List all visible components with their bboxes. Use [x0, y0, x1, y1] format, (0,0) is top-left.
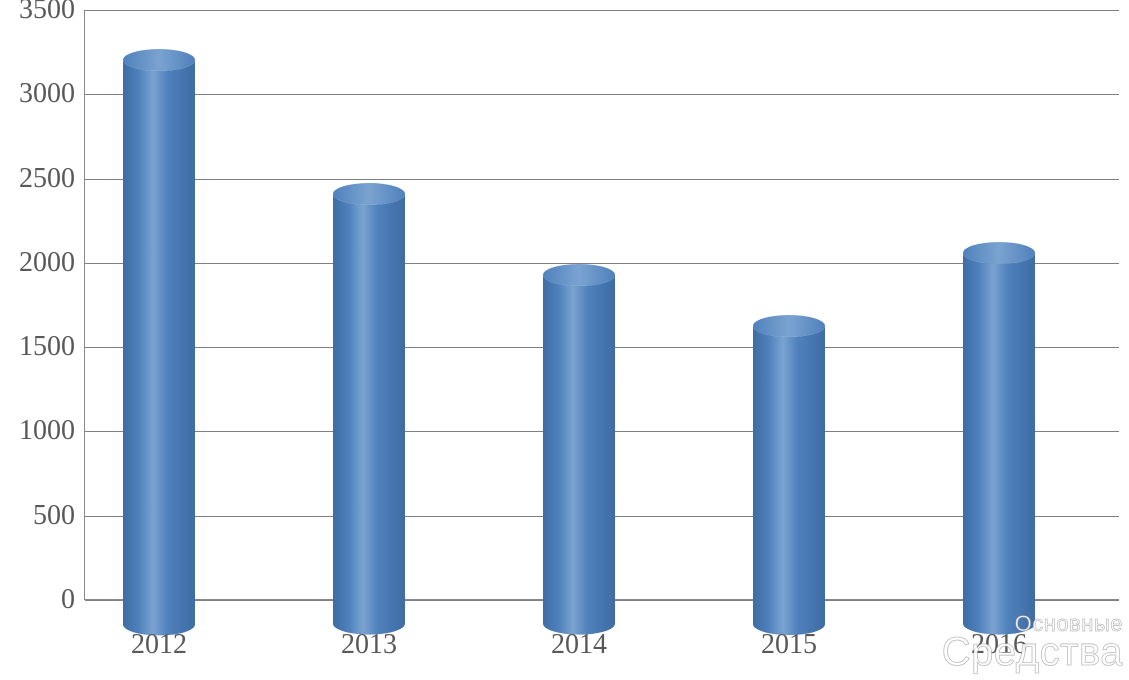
cylinder-bar-chart: 0 500 1000 1500 2000 2500 3000 3500 2012 2013 2014… — [0, 0, 1129, 680]
gridline — [85, 94, 1119, 95]
x-tick-label: 2015 — [761, 599, 817, 661]
plot-area: 0500100015002000250030003500201220132014… — [84, 10, 1119, 600]
y-tick-label: 500 — [33, 500, 85, 532]
bar-cylinder — [543, 264, 615, 635]
y-tick-label: 2500 — [19, 163, 85, 195]
y-tick-label: 1000 — [19, 415, 85, 447]
bar-cylinder — [963, 242, 1035, 635]
y-tick-label: 0 — [61, 584, 85, 616]
gridline — [85, 179, 1119, 180]
y-tick-label: 3000 — [19, 78, 85, 110]
x-tick-label: 2016 — [971, 599, 1027, 661]
bar-cylinder — [333, 183, 405, 635]
x-tick-label: 2012 — [131, 599, 187, 661]
x-tick-label: 2014 — [551, 599, 607, 661]
y-tick-label: 2000 — [19, 247, 85, 279]
watermark-line2: Средства — [942, 634, 1123, 670]
y-tick-label: 3500 — [19, 0, 85, 26]
x-tick-label: 2013 — [341, 599, 397, 661]
gridline — [85, 10, 1119, 11]
y-tick-label: 1500 — [19, 331, 85, 363]
bar-cylinder — [123, 49, 195, 635]
bar-cylinder — [753, 315, 825, 635]
